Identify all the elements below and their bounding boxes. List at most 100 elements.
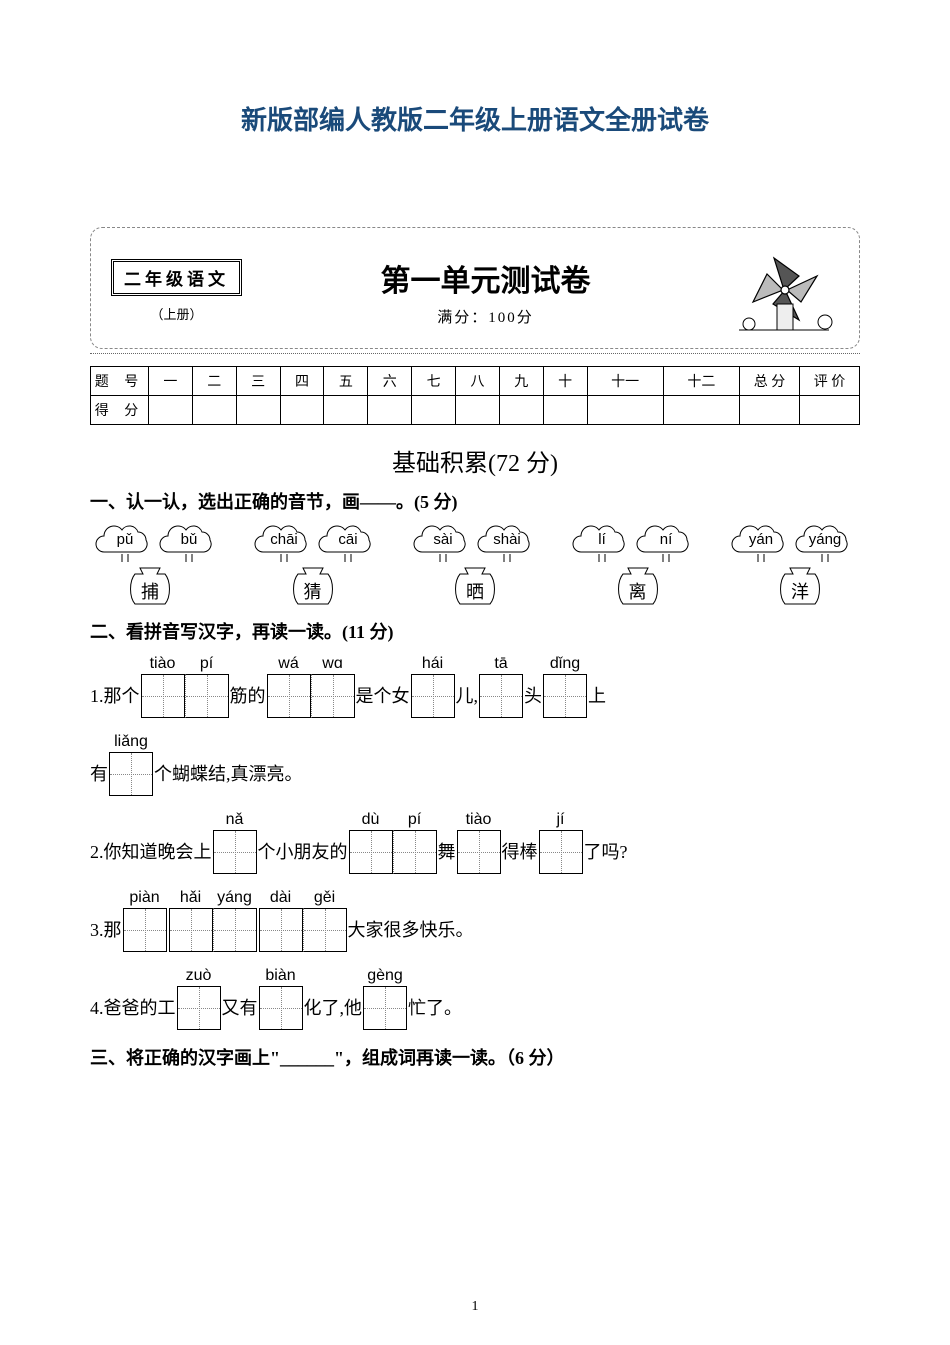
pinyin-cloud[interactable]: chāi [253, 522, 315, 562]
pinyin-label: yáng [213, 888, 257, 908]
char-write-box[interactable] [213, 908, 257, 952]
pinyin-text: pǔ [94, 531, 156, 548]
col: 十二 [663, 367, 739, 396]
score-header-row: 题 号 一 二 三 四 五 六 七 八 九 十 十一 十二 总 分 评 价 [91, 367, 860, 396]
char-write-box[interactable] [169, 908, 213, 952]
char-write-box[interactable] [411, 674, 455, 718]
pinyin-cloud[interactable]: shài [476, 522, 538, 562]
multi-char-box [169, 908, 257, 952]
q2-head: 二、看拼音写汉字，再读一读。(11 分) [90, 618, 860, 644]
score-table: 题 号 一 二 三 四 五 六 七 八 九 十 十一 十二 总 分 评 价 得 … [90, 366, 860, 425]
char-write-box[interactable] [141, 674, 185, 718]
q2-text: 又有 [222, 994, 258, 1030]
char-write-box[interactable] [177, 986, 221, 1030]
char-write-box[interactable] [393, 830, 437, 874]
score-cell[interactable] [368, 396, 412, 425]
char-write-box[interactable] [457, 830, 501, 874]
char-write-box[interactable] [479, 674, 523, 718]
char-text: 猜 [283, 578, 343, 604]
col: 四 [280, 367, 324, 396]
pinyin-label: pí [393, 810, 437, 830]
pinyin-label: gèng [367, 966, 403, 986]
char-write-box[interactable] [303, 908, 347, 952]
char-text: 离 [608, 578, 668, 604]
q2-text: 筋的 [230, 682, 266, 718]
pinyin-cloud[interactable]: cāi [317, 522, 379, 562]
col: 九 [499, 367, 543, 396]
score-cell[interactable] [412, 396, 456, 425]
char-write-box[interactable] [539, 830, 583, 874]
q2-text: 大家很多快乐。 [348, 916, 474, 952]
q2-line: 1.那个tiàopí筋的wáwɑ是个女hái儿,tā头dǐng上 [90, 654, 860, 718]
score-cell[interactable] [499, 396, 543, 425]
score-cell[interactable] [236, 396, 280, 425]
pinyin-label: hái [422, 654, 443, 674]
q2-text: 得棒 [502, 838, 538, 874]
pinyin-text: shài [476, 531, 538, 548]
multi-char-box [349, 830, 437, 874]
pinyin-cloud[interactable]: sài [412, 522, 474, 562]
q1-jar-row: 捕猜晒离洋 [120, 564, 830, 608]
pinyin-text: ní [635, 531, 697, 548]
char-jar: 晒 [445, 564, 505, 608]
char-text: 洋 [770, 578, 830, 604]
pinyin-label: jí [557, 810, 565, 830]
score-cell[interactable] [324, 396, 368, 425]
char-write-box[interactable] [543, 674, 587, 718]
score-cell[interactable] [663, 396, 739, 425]
char-unit: biàn [259, 966, 303, 1030]
char-unit-multi: dàigěi [259, 888, 347, 952]
pinyin-cloud[interactable]: ní [635, 522, 697, 562]
page-number: 1 [0, 1299, 950, 1315]
pinyin-cloud-pair: chāicāi [253, 522, 379, 562]
col: 六 [368, 367, 412, 396]
char-write-box[interactable] [109, 752, 153, 796]
unit-title-wrap: 第一单元测试卷 满分：100分 [272, 256, 699, 327]
pinyin-cloud[interactable]: yán [730, 522, 792, 562]
section-title: 基础积累(72 分) [90, 443, 860, 478]
char-text: 晒 [445, 578, 505, 604]
score-cell[interactable] [280, 396, 324, 425]
char-write-box[interactable] [259, 986, 303, 1030]
pinyin-label: hǎi [169, 888, 213, 908]
multi-char-box [259, 908, 347, 952]
score-cell[interactable] [149, 396, 193, 425]
char-unit: jí [539, 810, 583, 874]
q2-text: 4.爸爸的工 [90, 994, 176, 1030]
q2-text: 有 [90, 760, 108, 796]
unit-header-box: 二年级语文 （上册） 第一单元测试卷 满分：100分 [90, 227, 860, 349]
pinyin-cloud[interactable]: bǔ [158, 522, 220, 562]
row-label: 得 分 [91, 396, 149, 425]
char-write-box[interactable] [123, 908, 167, 952]
col: 七 [412, 367, 456, 396]
pinyin-label: dǐng [550, 654, 580, 674]
pinyin-cloud[interactable]: yáng [794, 522, 856, 562]
q2-line: 有liǎng个蝴蝶结,真漂亮。 [90, 732, 860, 796]
char-write-box[interactable] [259, 908, 303, 952]
score-cell[interactable] [543, 396, 587, 425]
score-cell[interactable] [587, 396, 663, 425]
score-cell[interactable] [456, 396, 500, 425]
q2-text: 忙了。 [408, 994, 462, 1030]
q1-head: 一、认一认，选出正确的音节，画——。(5 分) [90, 488, 860, 514]
char-write-box[interactable] [267, 674, 311, 718]
char-write-box[interactable] [311, 674, 355, 718]
score-cell[interactable] [192, 396, 236, 425]
char-write-box[interactable] [213, 830, 257, 874]
char-write-box[interactable] [363, 986, 407, 1030]
char-jar: 洋 [770, 564, 830, 608]
q2-line: 2.你知道晚会上nǎ个小朋友的dùpí舞tiào得棒jí了吗? [90, 810, 860, 874]
char-jar: 猜 [283, 564, 343, 608]
char-jar: 捕 [120, 564, 180, 608]
pinyin-label: nǎ [226, 810, 244, 830]
char-write-box[interactable] [185, 674, 229, 718]
pinyin-label: gěi [303, 888, 347, 908]
pinyin-label: dù [349, 810, 393, 830]
pinyin-cloud[interactable]: lí [571, 522, 633, 562]
char-write-box[interactable] [349, 830, 393, 874]
score-cell[interactable] [800, 396, 860, 425]
pinyin-cloud[interactable]: pǔ [94, 522, 156, 562]
subject-label: 二年级语文 [111, 259, 242, 296]
char-unit: hái [411, 654, 455, 718]
score-cell[interactable] [740, 396, 800, 425]
